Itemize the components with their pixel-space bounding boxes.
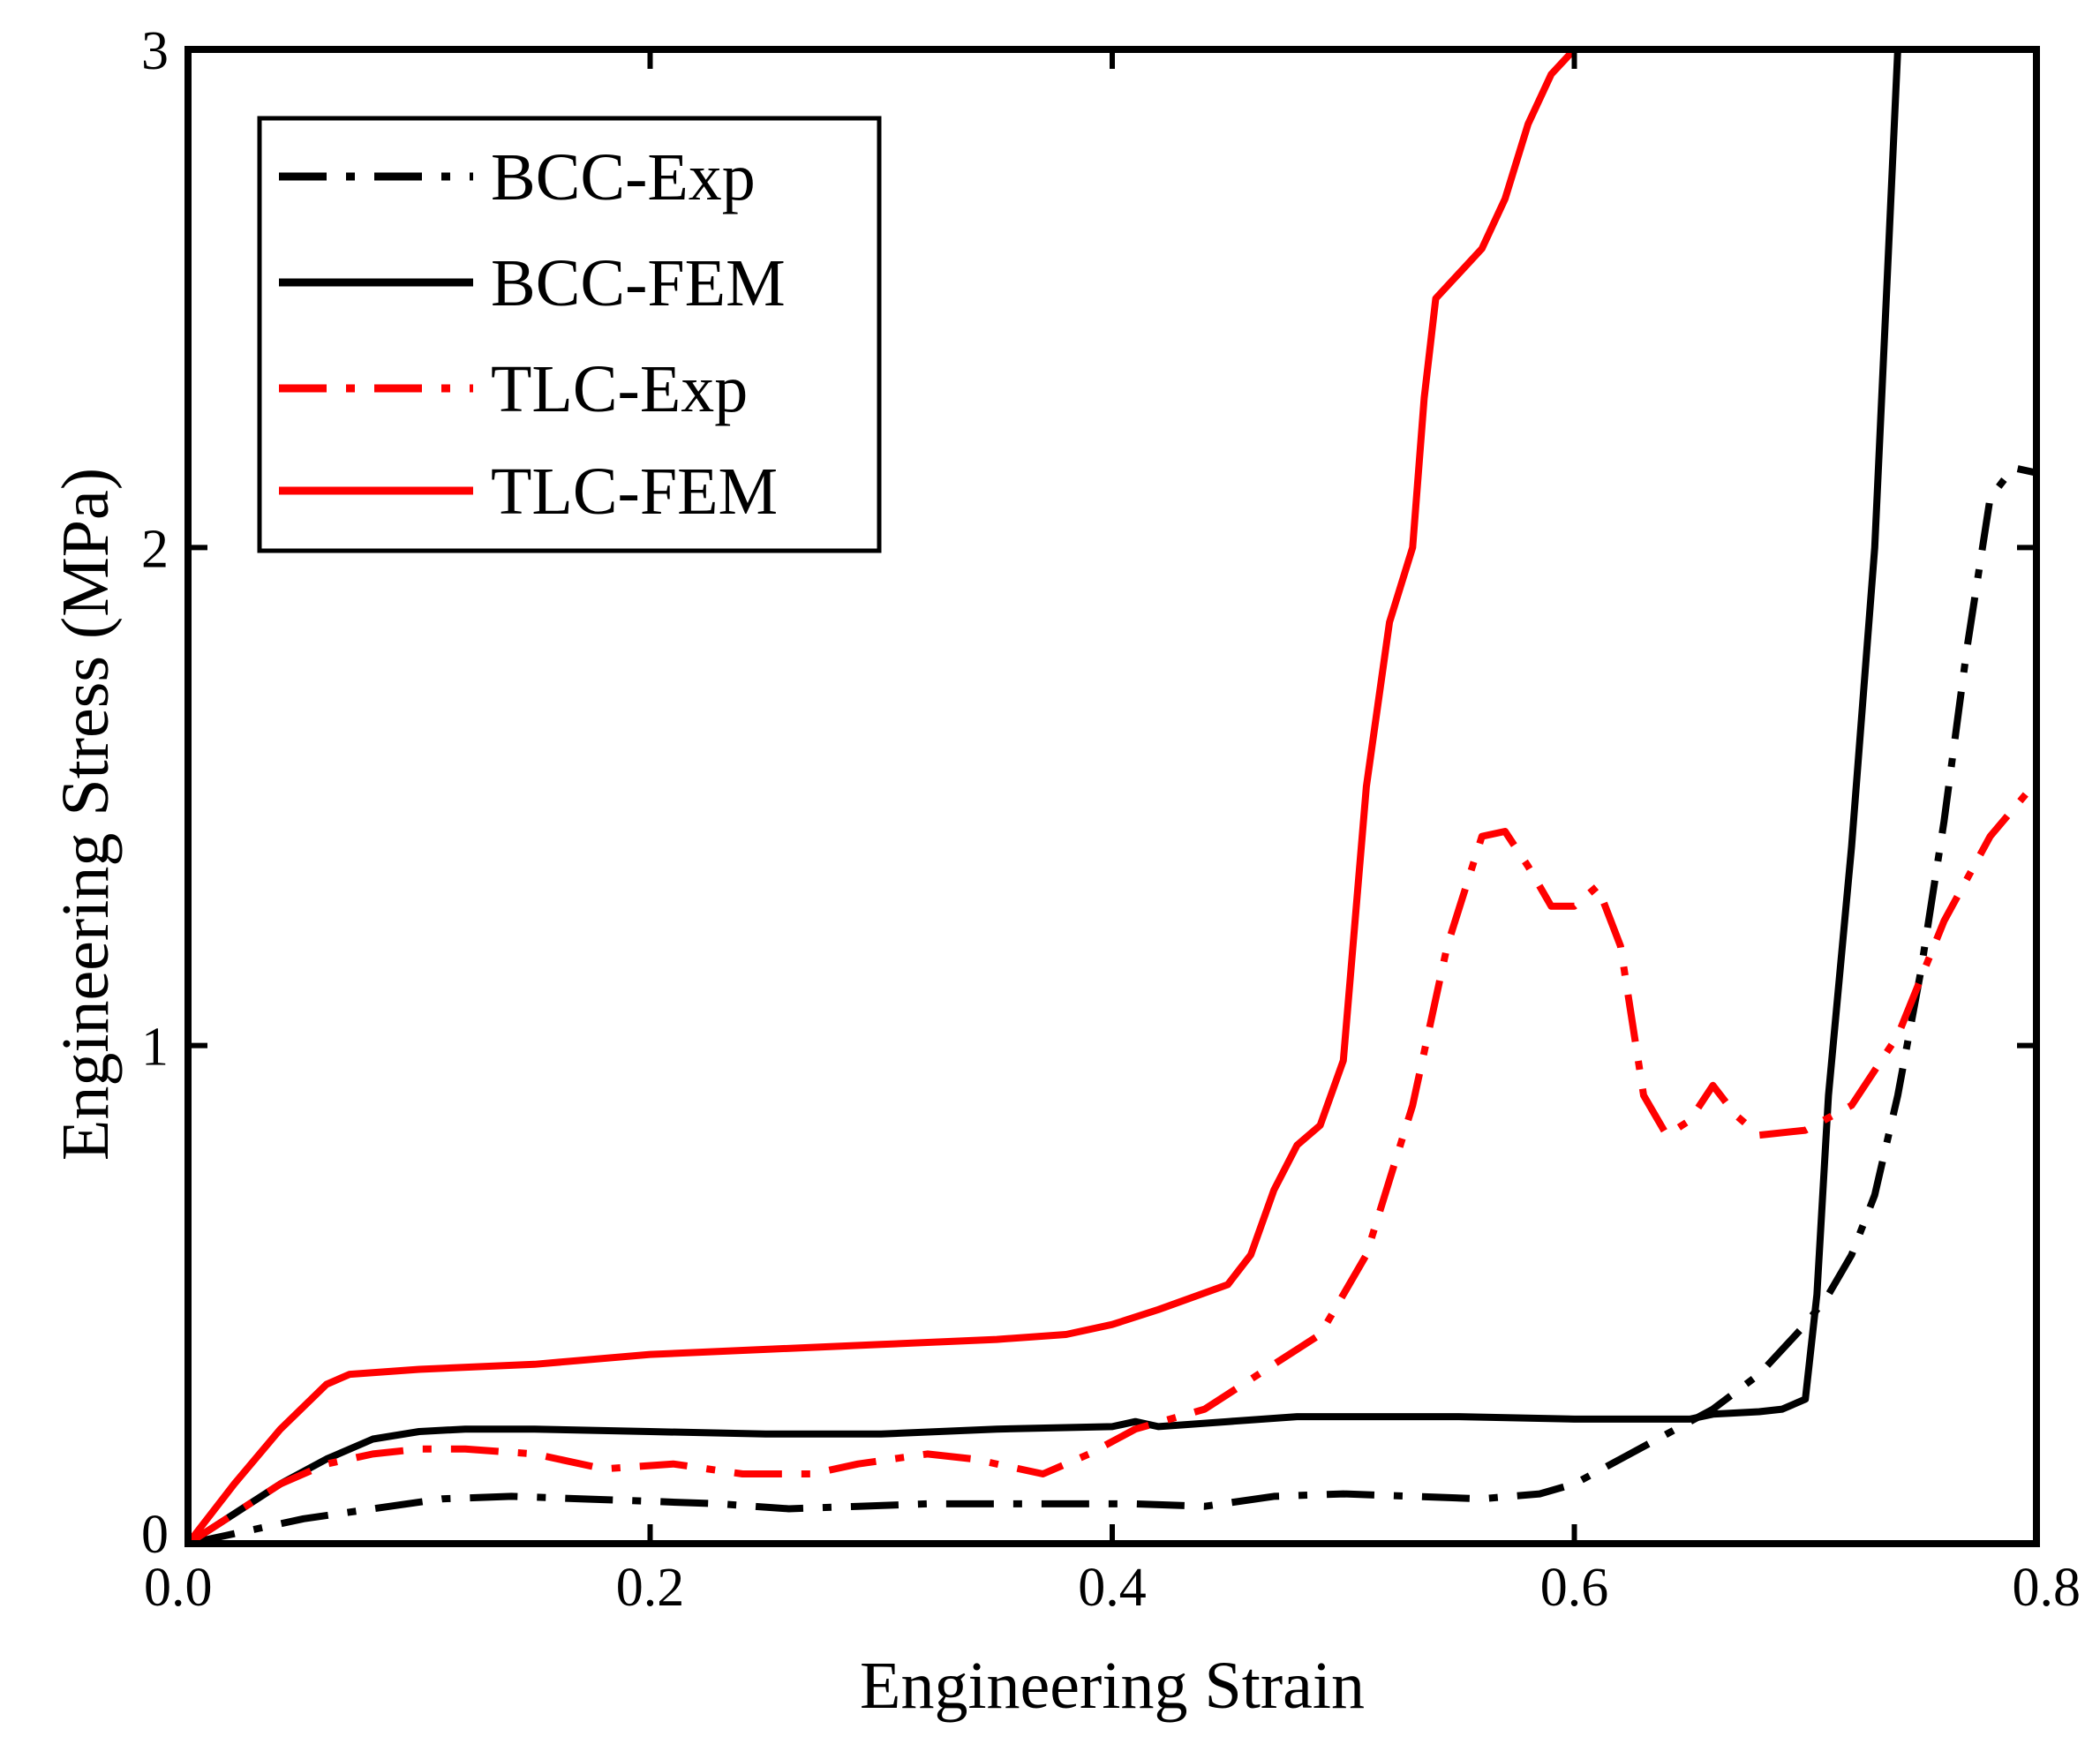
x-tick-label: 0.2 [616, 1558, 685, 1618]
legend-label-bcc-fem: BCC-FEM [491, 246, 786, 320]
x-tick-label: 0.0 [144, 1558, 213, 1618]
y-axis-title: Engineering Stress (MPa) [49, 468, 123, 1161]
legend: BCC-Exp BCC-FEM TLC-Exp TLC-FEM [257, 116, 882, 553]
legend-box [257, 116, 882, 553]
series-line-bcc-fem [188, 49, 1909, 1544]
x-axis-title: Engineering Strain [860, 1649, 1365, 1723]
y-tick-label: 1 [141, 1018, 169, 1078]
x-tick-label: 0.6 [1540, 1558, 1609, 1618]
legend-label-tlc-fem: TLC-FEM [491, 455, 778, 529]
y-tick-label: 3 [141, 21, 169, 81]
x-tick-label: 0.8 [2013, 1558, 2081, 1618]
legend-label-tlc-exp: TLC-Exp [491, 352, 748, 426]
series-line-bcc-exp [188, 464, 2036, 1544]
ticks-layer: 0.0 0.2 0.4 0.6 0.8 0 1 2 3 [141, 21, 2081, 1618]
legend-label-bcc-exp: BCC-Exp [491, 140, 756, 214]
y-tick-label: 0 [141, 1505, 169, 1565]
x-tick-label: 0.4 [1078, 1558, 1147, 1618]
series-layer [188, 49, 2036, 1544]
y-tick-label: 2 [141, 519, 169, 579]
series-line-tlc-fem [188, 49, 1598, 1544]
